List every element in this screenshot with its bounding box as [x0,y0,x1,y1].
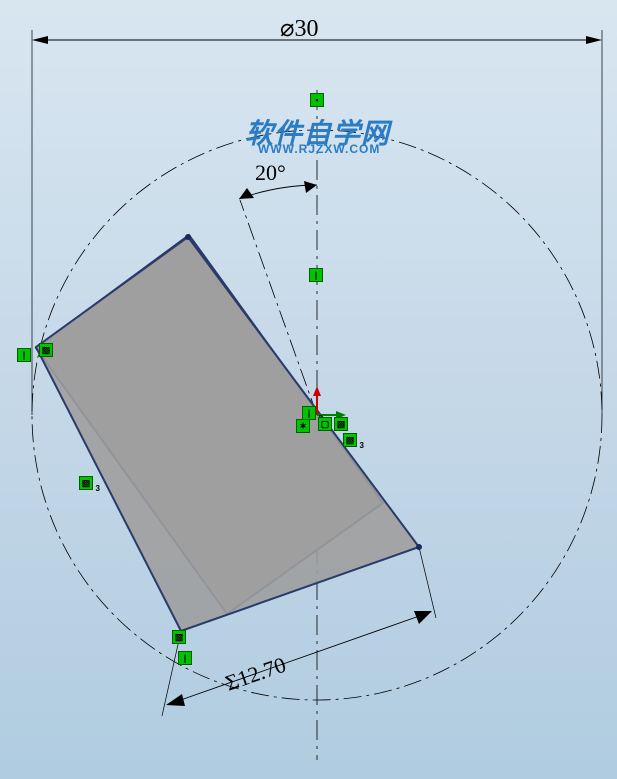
constraint-coincident-bl[interactable]: ▧ [172,630,186,644]
dim-dia-arrow-left [32,36,48,44]
dim-angle-arrow-2 [304,181,317,193]
constraint-parallel-3b[interactable]: ▧ [343,433,357,447]
constraint-coincident-tl[interactable]: ▧ [39,343,53,357]
endpoint-1 [185,234,191,240]
sketch-rect-real[interactable] [36,237,419,631]
dim-lin-line [175,614,425,702]
dim-angle-arrow-1 [239,188,254,199]
constraint-parallel-3a[interactable]: ▧ [79,476,93,490]
dim-lin-arrow-1 [166,694,185,706]
dim-dia-arrow-right [586,36,602,44]
constraint-origin-fix[interactable]: ▢ [318,417,332,431]
watermark-en: WWW.RJZXW.COM [258,142,380,156]
constraint-origin-point[interactable]: ✶ [296,419,310,433]
constraint-point-top[interactable]: ▪ [310,93,324,107]
endpoint-2 [416,544,422,550]
dim-lin-arrow-2 [414,611,432,624]
origin-y-arrow [313,386,321,396]
constraint-vert-bl[interactable]: | [178,651,192,665]
sketch-canvas: 软件自学网 WWW.RJZXW.COM ⌀30 20° Σ12.70 ▪ | |… [0,0,617,779]
dim-lin-ext-2 [419,547,436,618]
dim-angle-label: 20° [255,160,286,186]
constraint-origin-coinc[interactable]: ▧ [334,417,348,431]
constraint-tangent-left[interactable]: | [17,348,31,362]
constraint-origin-v[interactable]: | [302,406,316,420]
constraint-vert-1[interactable]: | [309,268,323,282]
dim-diameter-label: ⌀30 [280,14,318,43]
